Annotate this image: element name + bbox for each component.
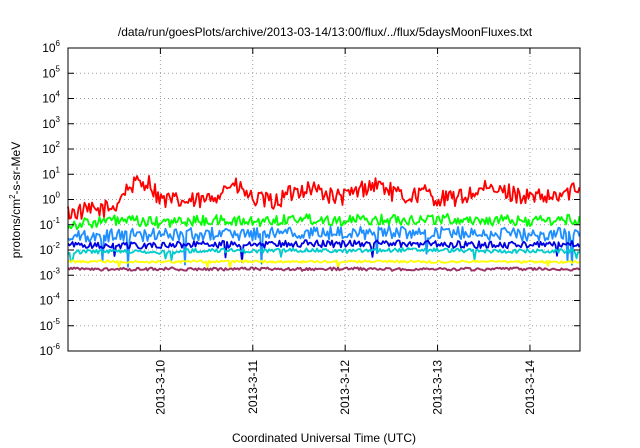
series-line-6 <box>67 259 580 269</box>
y-tick-label: 10-4 <box>40 292 61 308</box>
x-tick-label: 2013-3-11 <box>246 360 260 414</box>
y-tick-label: 103 <box>42 115 60 131</box>
y-tick-exponent: -4 <box>53 292 61 301</box>
y-tick-exponent: 4 <box>56 90 61 99</box>
y-tick-exponent: -2 <box>53 241 61 250</box>
series-layer <box>67 175 581 272</box>
y-tick-exponent: -5 <box>53 317 61 326</box>
y-tick-base: 10 <box>42 66 56 80</box>
y-axis-label-pre: protons/cm <box>9 199 23 258</box>
series-line-4 <box>67 239 581 263</box>
y-tick-base: 10 <box>42 92 56 106</box>
y-tick-exponent: 6 <box>56 39 61 48</box>
x-tick-label: 2013-3-13 <box>431 360 445 415</box>
series-line-1 <box>67 175 581 220</box>
y-tick-base: 10 <box>42 41 56 55</box>
x-tick-label: 2013-3-14 <box>523 360 537 415</box>
series-line-7 <box>67 266 581 272</box>
y-axis-label-sup: 2 <box>8 194 17 199</box>
y-tick-base: 10 <box>40 268 54 282</box>
y-tick-base: 10 <box>40 319 54 333</box>
y-tick-exponent: -3 <box>53 266 61 275</box>
y-axis-label-post: -s-sr-MeV <box>9 142 23 195</box>
series-line-3 <box>67 225 581 268</box>
y-tick-label: 10-2 <box>40 241 61 257</box>
y-tick-base: 10 <box>40 243 54 257</box>
y-tick-base: 10 <box>42 142 56 156</box>
y-tick-label: 102 <box>42 140 60 156</box>
series-line-5 <box>67 247 580 264</box>
y-tick-exponent: 2 <box>56 140 61 149</box>
y-tick-exponent: 0 <box>56 191 61 200</box>
y-tick-label: 104 <box>42 90 60 106</box>
x-tick-label: 2013-3-10 <box>153 360 167 415</box>
y-axis-label: protons/cm2-s-sr-MeV <box>8 142 23 258</box>
y-tick-label: 105 <box>42 64 60 80</box>
series-line-2 <box>67 212 581 231</box>
y-tick-base: 10 <box>42 193 56 207</box>
y-tick-exponent: 1 <box>56 165 61 174</box>
y-axis: 10-610-510-410-310-210-11001011021031041… <box>40 39 580 358</box>
grid <box>68 48 580 351</box>
y-tick-base: 10 <box>42 117 56 131</box>
x-axis-label: Coordinated Universal Time (UTC) <box>232 431 416 445</box>
y-tick-label: 10-1 <box>40 216 61 232</box>
y-tick-label: 106 <box>42 39 60 55</box>
chart-title: /data/run/goesPlots/archive/2013-03-14/1… <box>118 25 533 39</box>
y-tick-exponent: 3 <box>56 115 61 124</box>
y-tick-base: 10 <box>40 344 54 358</box>
y-tick-label: 10-5 <box>40 317 61 333</box>
x-tick-label: 2013-3-12 <box>338 360 352 415</box>
y-tick-label: 10-6 <box>40 342 61 358</box>
y-tick-label: 100 <box>42 191 60 207</box>
y-tick-exponent: 5 <box>56 64 61 73</box>
y-tick-exponent: -1 <box>53 216 61 225</box>
y-tick-label: 10-3 <box>40 266 61 282</box>
y-tick-exponent: -6 <box>53 342 61 351</box>
y-tick-base: 10 <box>40 218 54 232</box>
y-tick-label: 101 <box>42 165 60 181</box>
x-axis: 2013-3-10 2013-3-11 2013-3-12 2013-3-13 2013… <box>153 48 537 415</box>
y-tick-base: 10 <box>42 167 56 181</box>
y-tick-base: 10 <box>40 294 54 308</box>
